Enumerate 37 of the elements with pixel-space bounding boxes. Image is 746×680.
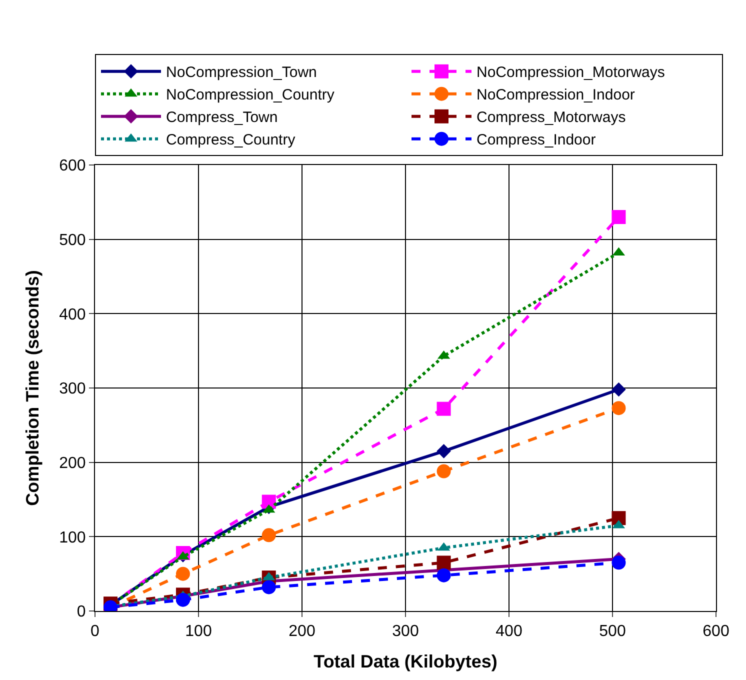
- y-tick-label: 300: [59, 380, 86, 398]
- point: [612, 210, 626, 224]
- legend-label: Compress_Motorways: [476, 109, 626, 126]
- y-tick-label: 500: [59, 232, 86, 249]
- x-tick-label: 600: [702, 623, 730, 640]
- x-tick-label: 400: [496, 623, 522, 640]
- point: [612, 556, 626, 570]
- x-tick-label: 200: [288, 623, 316, 640]
- x-tick-label: 100: [185, 623, 212, 640]
- legend-label: NoCompression_Town: [166, 64, 317, 82]
- point: [176, 592, 190, 607]
- point: [436, 568, 451, 582]
- point: [436, 444, 451, 458]
- y-axis-title: Completion Time (seconds): [22, 270, 42, 506]
- y-tick-label: 600: [59, 158, 86, 175]
- x-tick-label: 300: [392, 623, 419, 640]
- y-tick-label: 100: [59, 529, 86, 546]
- legend-label: NoCompression_Motorways: [476, 64, 665, 82]
- legend-label: NoCompression_Indoor: [476, 86, 635, 104]
- legend-label: NoCompression_Country: [166, 86, 335, 104]
- legend-label: Compress_Town: [166, 109, 278, 126]
- point: [176, 566, 190, 581]
- point: [612, 382, 626, 397]
- y-tick-label: 200: [59, 454, 86, 472]
- x-tick-label: 500: [599, 623, 626, 640]
- point: [262, 580, 276, 594]
- x-tick-label: 0: [90, 623, 100, 640]
- point: [612, 401, 626, 416]
- point: [436, 402, 451, 416]
- y-tick-label: 0: [76, 604, 86, 621]
- y-tick-label: 400: [59, 306, 86, 324]
- legend-label: Compress_Indoor: [476, 132, 596, 149]
- legend-label: Compress_Country: [166, 132, 296, 149]
- point: [262, 528, 276, 542]
- point: [436, 464, 451, 478]
- point: [436, 556, 451, 570]
- x-axis-title: Total Data (Kilobytes): [314, 651, 498, 672]
